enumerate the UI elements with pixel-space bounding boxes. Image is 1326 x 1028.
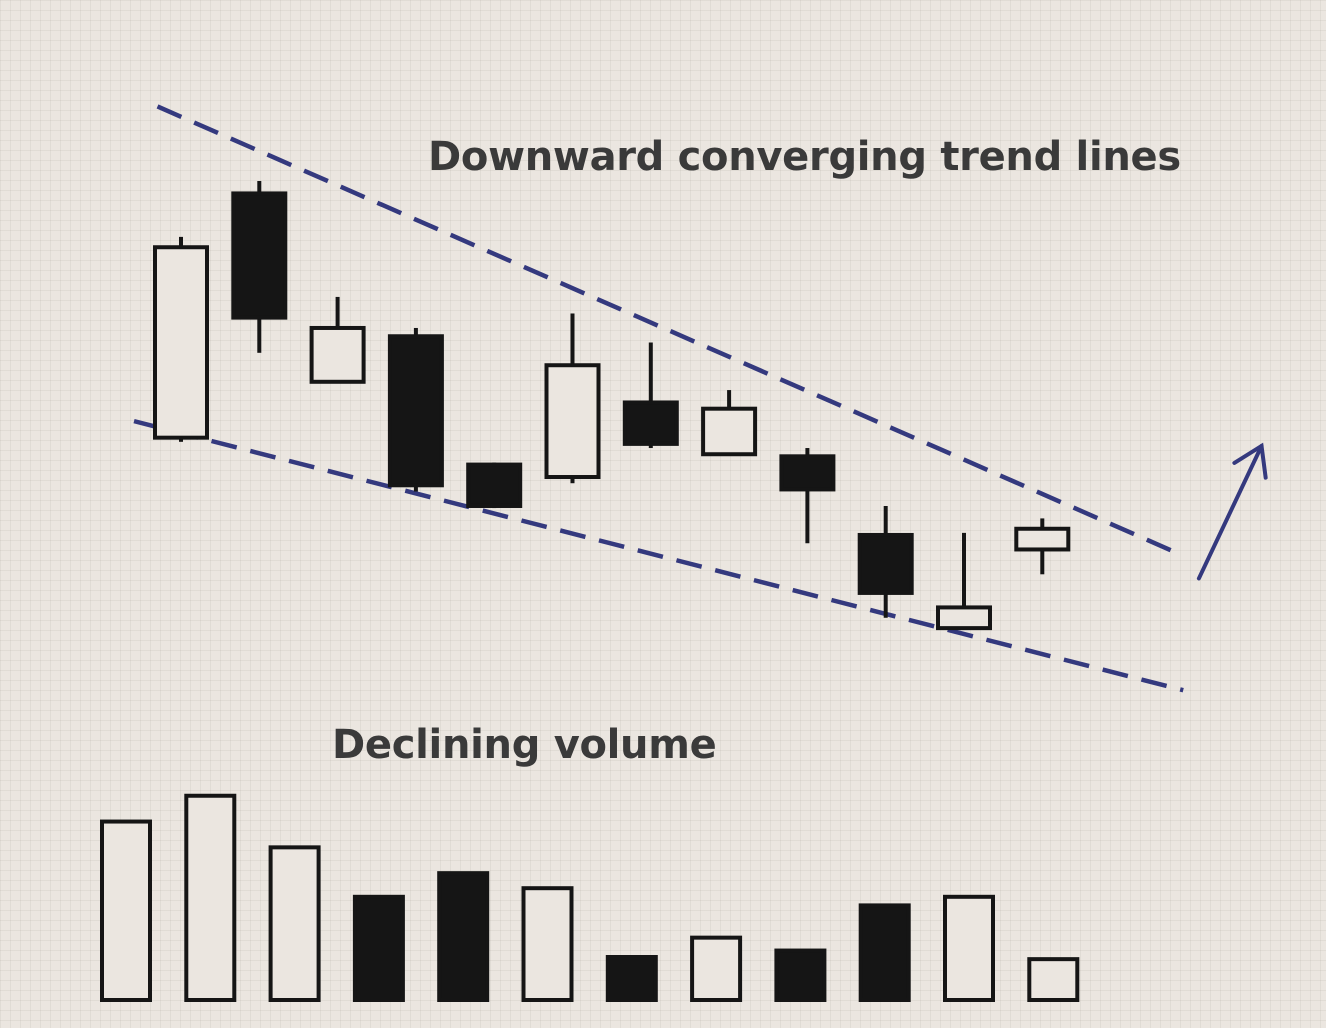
candle-body-bullish (544, 363, 601, 480)
candle (936, 532, 992, 631)
breakout-arrow-head (1232, 442, 1268, 480)
candle-body-bullish (153, 245, 209, 440)
candle (153, 236, 209, 442)
candle (622, 342, 679, 449)
candlestick-layer (153, 181, 1071, 631)
chart-title: Downward converging trend lines (428, 134, 1181, 180)
volume-bars-layer (100, 793, 1080, 1003)
candle (857, 505, 914, 618)
candle-body-bullish (309, 325, 366, 384)
candle (387, 327, 444, 492)
volume-bar (858, 903, 911, 1003)
candle-body-bearish (622, 400, 679, 446)
trendline-layer (133, 104, 1185, 693)
volume-bar (437, 871, 490, 1003)
trendline-upper (156, 104, 1185, 558)
volume-bar (774, 948, 827, 1002)
candle (309, 296, 366, 384)
candle-body-bullish (701, 406, 758, 457)
volume-bar (605, 955, 658, 1002)
candle (779, 448, 836, 544)
breakout-arrow-layer (1196, 442, 1268, 581)
candle-body-bearish (466, 462, 523, 508)
candle (1014, 518, 1071, 575)
candle-body-bullish (936, 605, 992, 631)
candle (466, 462, 523, 509)
breakout-arrow-shaft (1196, 443, 1264, 581)
volume-bar (352, 894, 405, 1002)
volume-bar (268, 845, 321, 1002)
candle-body-bearish (387, 334, 444, 488)
candle-body-bearish (231, 191, 288, 320)
volume-bar (184, 793, 237, 1002)
volume-chart-title: Declining volume (332, 722, 717, 768)
volume-bar (1027, 957, 1080, 1003)
volume-bar (690, 935, 743, 1003)
candle-body-bearish (779, 454, 836, 492)
trendline-lower (133, 418, 1184, 693)
volume-bar (943, 894, 995, 1002)
candle (701, 390, 758, 457)
candle (231, 181, 288, 353)
candle-body-bearish (857, 532, 914, 595)
candle-body-bullish (1014, 526, 1071, 552)
volume-bar (100, 819, 152, 1002)
candle (544, 313, 601, 484)
volume-bar (521, 886, 574, 1003)
